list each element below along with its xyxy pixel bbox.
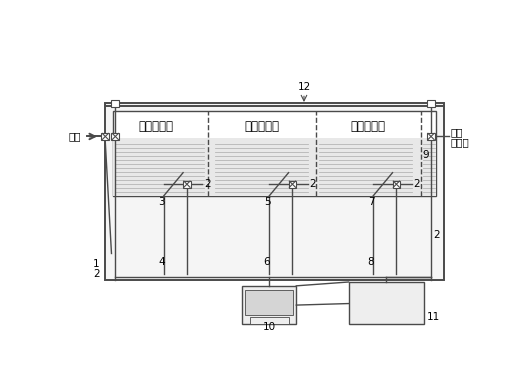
Text: 2: 2 [93, 269, 99, 279]
Bar [250, 317, 289, 325]
Text: 高温煮茧区: 高温煮茧区 [139, 120, 174, 133]
Bar [427, 100, 435, 107]
Bar [393, 181, 400, 188]
Bar [112, 100, 119, 107]
Bar [113, 138, 436, 196]
Text: 12: 12 [297, 82, 311, 92]
Text: 7: 7 [368, 197, 374, 207]
Bar [245, 290, 293, 315]
Bar [427, 133, 435, 140]
Bar [242, 286, 296, 325]
Text: 2: 2 [433, 230, 440, 240]
Text: 8: 8 [368, 257, 374, 267]
Text: 蒸汽: 蒸汽 [69, 131, 81, 141]
Bar [349, 282, 424, 325]
Text: 6: 6 [264, 257, 270, 267]
Bar [101, 133, 109, 140]
Text: 2: 2 [309, 179, 316, 189]
Text: 9: 9 [422, 150, 429, 160]
Bar [112, 133, 119, 140]
Text: 3: 3 [158, 197, 165, 207]
Text: 5: 5 [264, 197, 270, 207]
Text: 冷水: 冷水 [450, 128, 463, 138]
Text: 10: 10 [263, 323, 276, 332]
Text: 低温煮茧区: 低温煮茧区 [350, 120, 386, 133]
Text: 1: 1 [93, 259, 99, 269]
Text: 2: 2 [204, 179, 210, 189]
Text: 2: 2 [413, 179, 420, 189]
Text: 4: 4 [158, 257, 165, 267]
Text: 中温煮茧区: 中温煮茧区 [244, 120, 279, 133]
Bar [105, 103, 444, 280]
Text: 自来水: 自来水 [450, 138, 469, 147]
Bar [183, 181, 191, 188]
Text: 11: 11 [426, 312, 440, 323]
Bar [113, 111, 436, 196]
Bar [289, 181, 296, 188]
